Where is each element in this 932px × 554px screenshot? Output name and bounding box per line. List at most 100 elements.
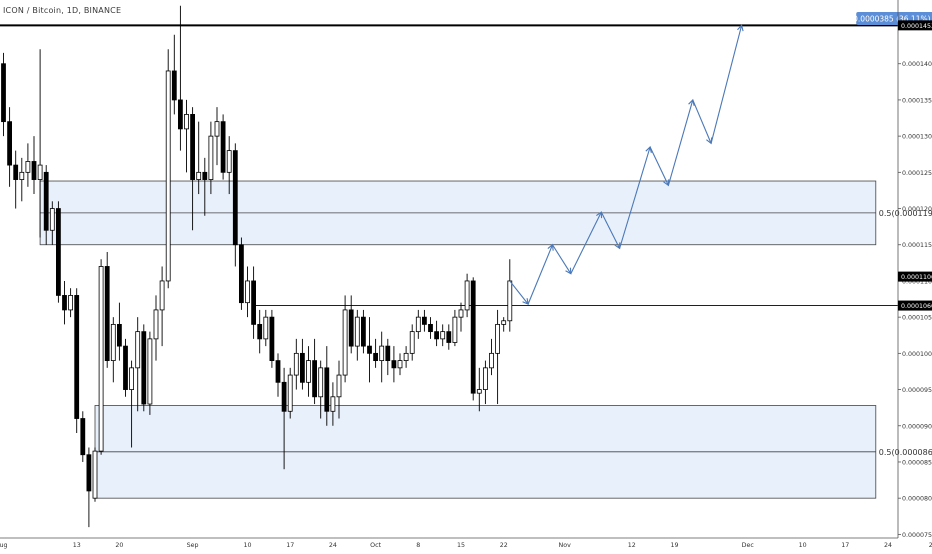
candle-body-16 — [92, 450, 98, 499]
candle-body-78 — [470, 280, 476, 394]
x-tick-label-9: 15 — [457, 542, 465, 549]
candle-body-66 — [397, 360, 403, 369]
candle-body-37 — [220, 121, 226, 173]
candle-body-57 — [342, 309, 348, 376]
candle-body-84 — [507, 280, 513, 322]
candle-body-76 — [458, 309, 464, 318]
candle-body-70 — [421, 316, 427, 325]
level-tag-1-bg — [898, 300, 932, 311]
candle-body-18 — [104, 266, 110, 361]
level-tag-1-text: 0.0001066 — [901, 303, 932, 310]
candle-body-72 — [434, 331, 440, 340]
candle-body-53 — [318, 367, 324, 398]
candle-body-24 — [141, 331, 147, 405]
projection-segment-5 — [619, 146, 651, 249]
candle-body-45 — [269, 316, 275, 361]
zone-label-0: 0.5(0.0001194) — [879, 209, 932, 218]
x-tick-label-15: 10 — [799, 542, 807, 549]
candle-body-62 — [373, 352, 379, 361]
measure-label: 0.0000385 (36.11%) 385 — [853, 15, 932, 24]
candle-body-60 — [360, 316, 366, 347]
candle-body-29 — [171, 70, 177, 101]
candle-body-13 — [74, 295, 80, 419]
candle-body-83 — [501, 320, 507, 325]
candle-body-59 — [354, 316, 360, 347]
candle-body-43 — [257, 323, 263, 340]
candle-body-26 — [153, 309, 159, 340]
candle-body-68 — [409, 331, 415, 354]
candle-body-67 — [403, 352, 409, 361]
projection-segment-7 — [667, 99, 694, 186]
x-tick-label-17: 24 — [884, 542, 892, 549]
candle-body-74 — [446, 331, 452, 343]
candle-body-69 — [415, 316, 421, 333]
projection-segment-8 — [692, 99, 712, 144]
projection-segment-2 — [552, 244, 572, 275]
x-tick-label-16: 17 — [841, 542, 849, 549]
candle-body-55 — [330, 396, 336, 412]
candle-body-54 — [324, 367, 330, 412]
projection-segment-1 — [527, 244, 554, 305]
projection-segment-0 — [509, 280, 529, 305]
candle-body-52 — [312, 360, 318, 398]
candle-body-34 — [202, 171, 208, 180]
candle-body-6 — [31, 161, 37, 180]
projection-arrowhead-9 — [737, 24, 744, 32]
candle-body-23 — [135, 331, 141, 369]
x-tick-label-7: Oct — [370, 542, 381, 549]
candle-body-71 — [428, 323, 433, 333]
x-tick-label-18: 2019 — [929, 542, 932, 549]
candle-body-1 — [1, 63, 6, 123]
x-tick-label-11: Nov — [559, 542, 572, 549]
candle-body-77 — [464, 280, 470, 311]
candle-body-58 — [348, 309, 354, 347]
candle-body-20 — [117, 323, 122, 347]
candle-body-19 — [110, 323, 116, 361]
candle-body-5 — [25, 161, 31, 173]
candle-body-17 — [98, 266, 104, 452]
candle-body-3 — [13, 164, 19, 180]
candle-body-81 — [489, 352, 494, 369]
candle-body-51 — [306, 360, 311, 383]
plot-area — [0, 5, 898, 528]
zone-label-1: 0.5(0.0000864) — [879, 448, 932, 457]
candle-body-50 — [299, 352, 305, 383]
projection-arrowhead-2 — [565, 267, 572, 275]
x-tick-label-0: ug — [0, 542, 8, 549]
candle-body-30 — [177, 99, 183, 130]
x-tick-label-13: 19 — [670, 542, 678, 549]
candle-body-44 — [263, 316, 269, 340]
candle-body-49 — [293, 352, 299, 376]
candle-body-4 — [19, 171, 25, 180]
candle-body-22 — [129, 367, 135, 390]
x-tick-label-1: 13 — [73, 542, 81, 549]
candle-body-63 — [379, 345, 385, 361]
x-tick-label-2: 20 — [115, 542, 123, 549]
projection-arrowhead-7 — [688, 98, 695, 106]
candle-body-48 — [287, 374, 293, 412]
candle-body-46 — [275, 360, 281, 383]
candle-body-14 — [80, 418, 86, 456]
x-tick-label-8: 8 — [416, 542, 420, 549]
x-tick-label-4: 10 — [243, 542, 251, 549]
candle-body-73 — [440, 331, 446, 340]
candle-body-15 — [86, 454, 92, 492]
candle-body-31 — [184, 114, 189, 130]
candle-body-10 — [56, 208, 61, 296]
x-tick-label-10: 22 — [500, 542, 508, 549]
x-tick-label-6: 24 — [329, 542, 337, 549]
chart-title: ICON / Bitcoin, 1D, BINANCE — [3, 6, 122, 15]
current-price-tag-text: 0.0001106 — [901, 274, 932, 281]
candle-body-56 — [336, 374, 342, 398]
projection-segment-6 — [649, 146, 669, 186]
candle-body-2 — [7, 121, 12, 166]
current-price-tag-bg — [898, 271, 932, 282]
